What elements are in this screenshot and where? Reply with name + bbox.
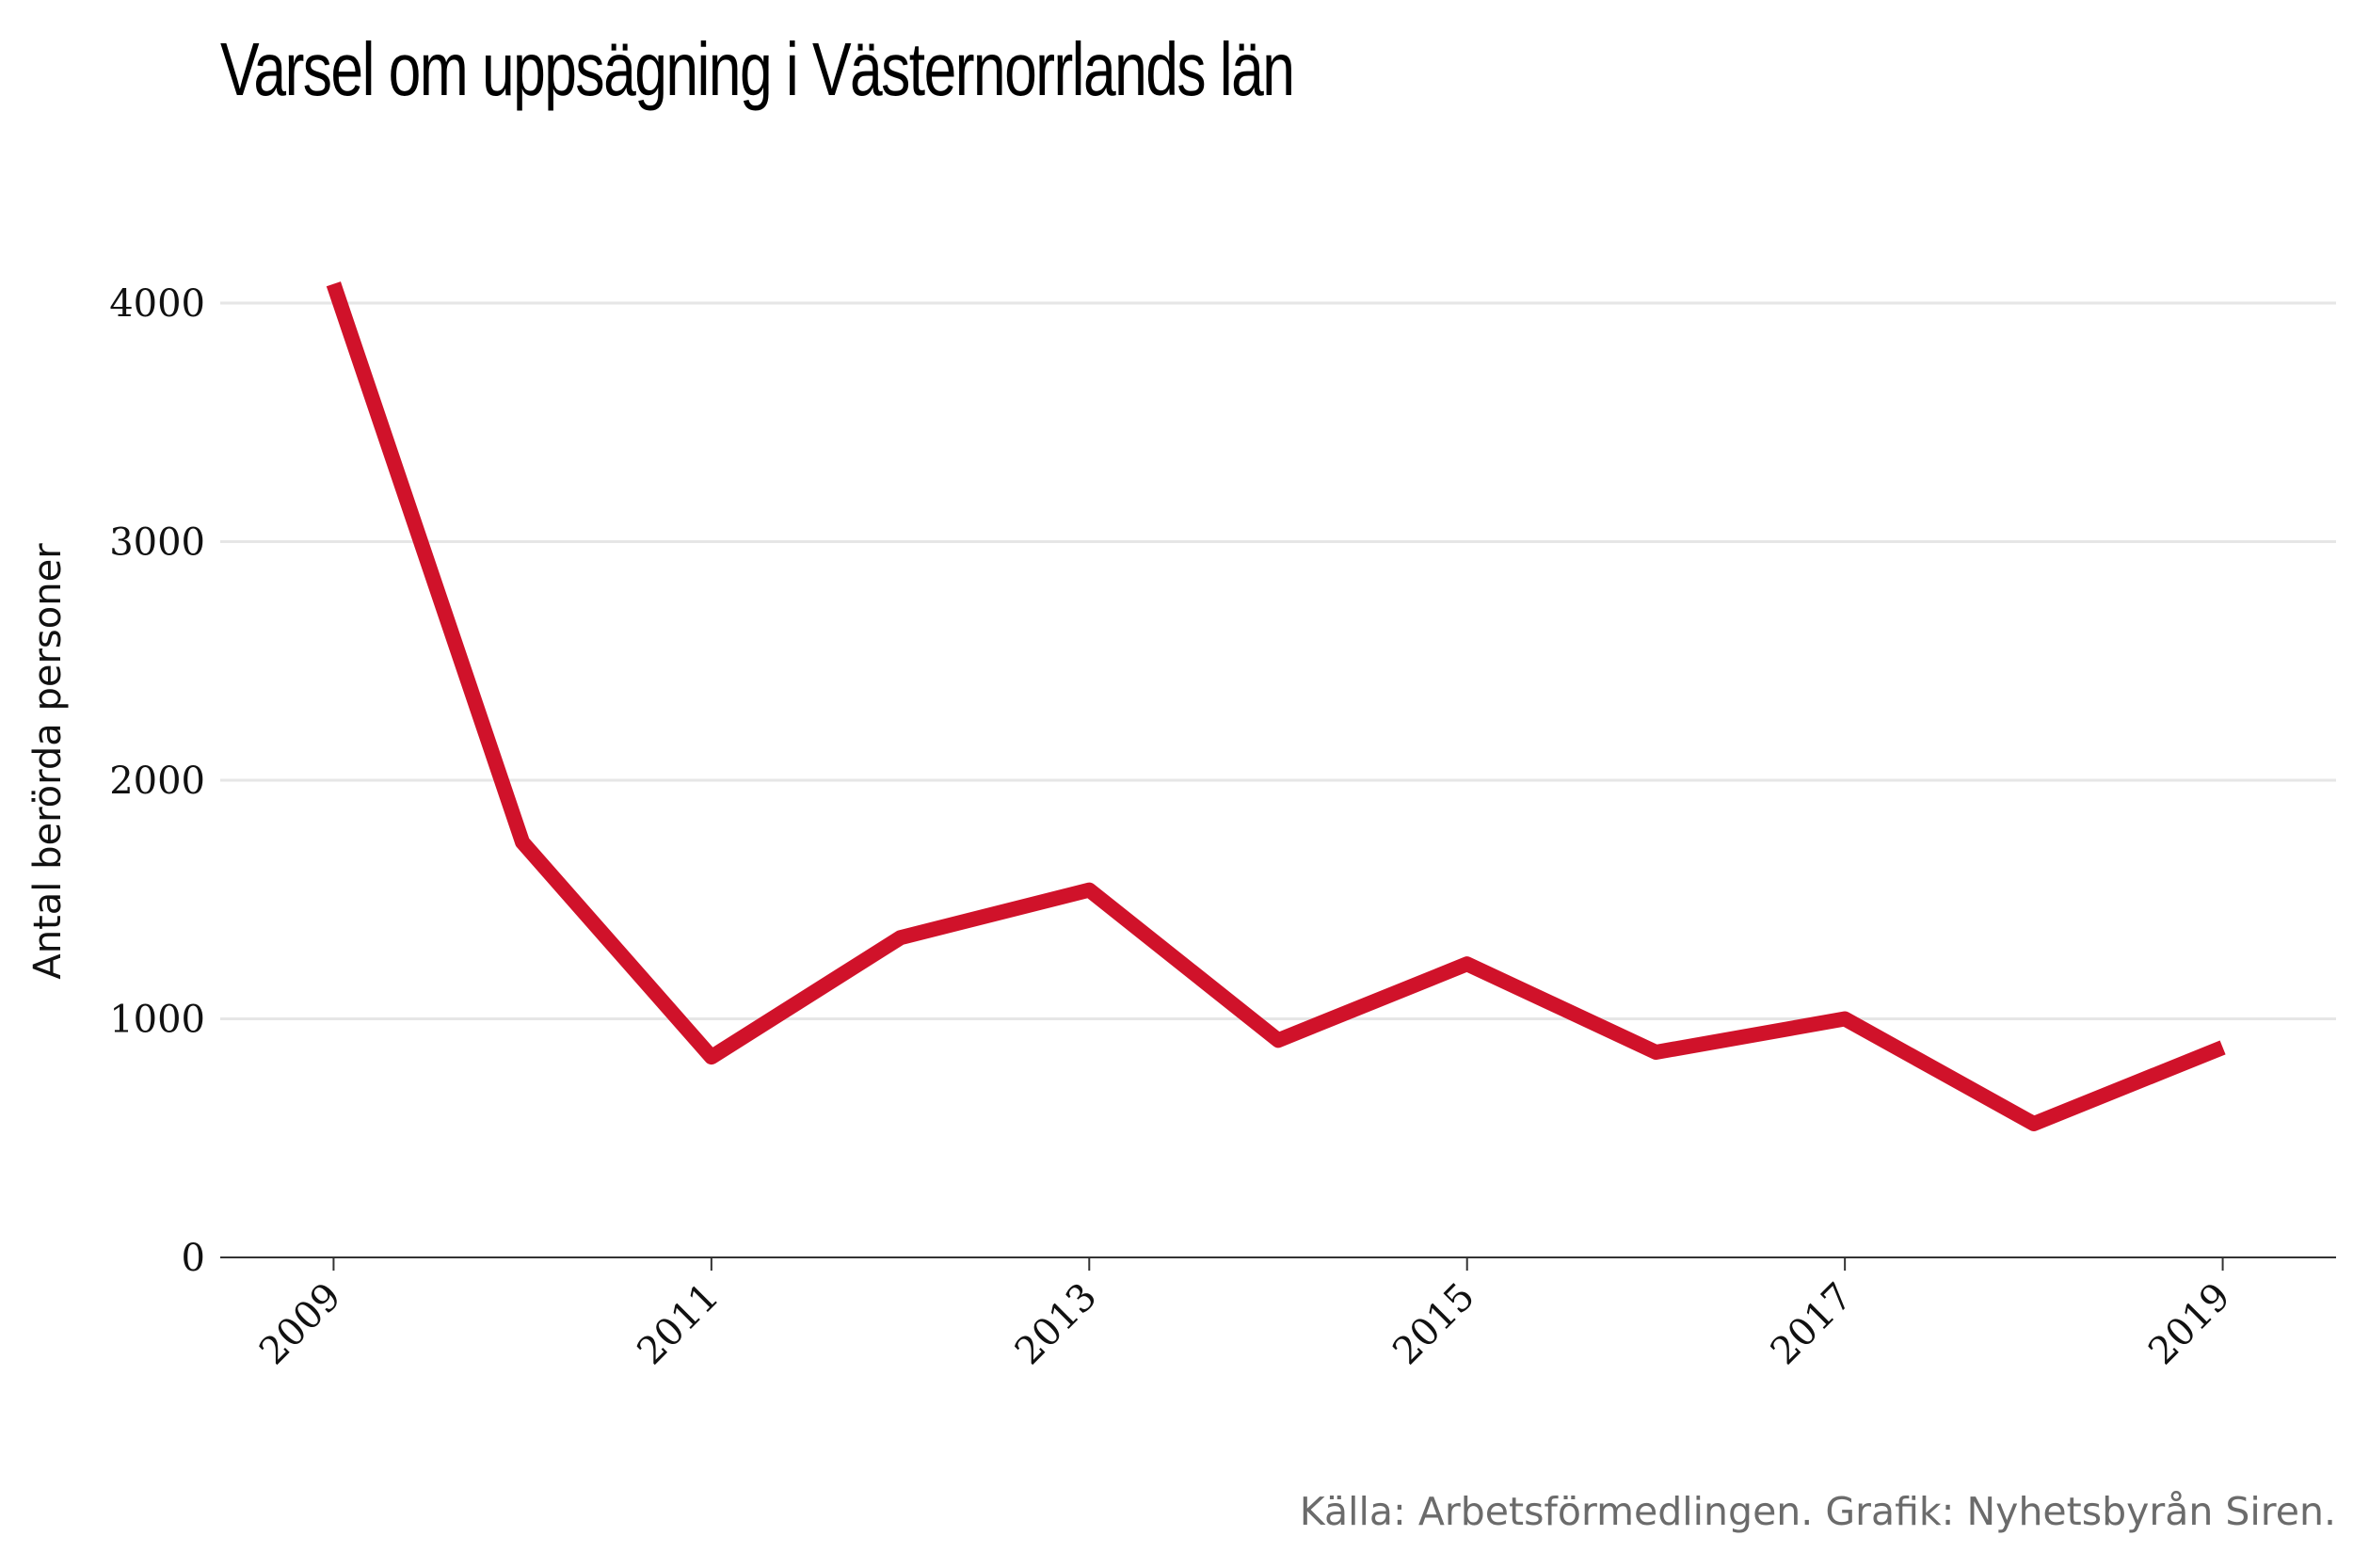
x-tick-label-2011: 2011 — [629, 1275, 728, 1374]
x-tick-label-2017: 2017 — [1763, 1275, 1862, 1374]
y-tick-label-0: 0 — [182, 1237, 205, 1280]
y-axis-label: Antal berörda personer — [26, 543, 70, 980]
x-tick-label-2013: 2013 — [1007, 1275, 1106, 1374]
series-line-0 — [326, 281, 2226, 1131]
x-tick-label-2015: 2015 — [1385, 1275, 1483, 1374]
y-tick-label-3000: 3000 — [109, 521, 205, 565]
chart-title: Varsel om uppsägning i Västernorrlands l… — [220, 27, 1295, 111]
grid-lines — [220, 301, 2336, 1020]
y-tick-label-2000: 2000 — [109, 760, 205, 803]
y-tick-label-1000: 1000 — [109, 999, 205, 1042]
x-tick-label-2009: 2009 — [251, 1275, 350, 1374]
y-tick-labels: 0 1000 2000 3000 4000 — [109, 282, 205, 1280]
x-tick-labels: 2009 2011 2013 2015 2017 2019 — [251, 1257, 2239, 1373]
x-tick-label-2019: 2019 — [2140, 1275, 2239, 1374]
y-tick-label-4000: 4000 — [109, 282, 205, 326]
source-note: Källa: Arbetsförmedlingen. Grafik: Nyhet… — [1299, 1489, 2336, 1534]
series-group — [326, 281, 2226, 1131]
